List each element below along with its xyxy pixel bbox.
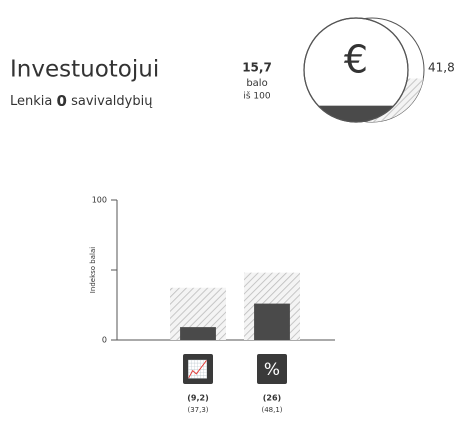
title: Investuotojui	[10, 57, 159, 83]
category-icon-box	[183, 354, 213, 384]
y-tick-label: 0	[102, 336, 107, 345]
subtitle-prefix: Lenkia	[10, 94, 52, 109]
category-icon: 📈	[187, 359, 208, 380]
value-label: (9,2)	[187, 394, 208, 403]
bar-chart: 0 100 Indekso balai 📈 (9,2) (37,3)% (26) (48,1)	[89, 196, 335, 414]
score-unit: balo	[246, 78, 267, 89]
score-scale: iš 100	[243, 91, 271, 102]
max-value-label: (48,1)	[261, 406, 282, 414]
category-icon-box	[257, 354, 287, 384]
score-max: 41,8	[428, 61, 455, 75]
score-circle: €	[303, 17, 425, 123]
max-value-label: (37,3)	[187, 406, 208, 414]
category-icon: %	[264, 360, 280, 380]
euro-icon: €	[344, 38, 368, 82]
main-circle-edge	[303, 17, 409, 123]
bar	[254, 303, 290, 340]
bar	[180, 327, 216, 340]
score-value: 15,7	[242, 61, 272, 75]
value-label: (26)	[263, 394, 281, 403]
subtitle: Lenkia 0 savivaldybių	[10, 92, 152, 110]
subtitle-suffix: savivaldybių	[71, 94, 152, 109]
y-tick-label: 100	[92, 196, 107, 205]
rank: 0	[57, 92, 67, 110]
y-axis-label: Indekso balai	[89, 247, 97, 293]
